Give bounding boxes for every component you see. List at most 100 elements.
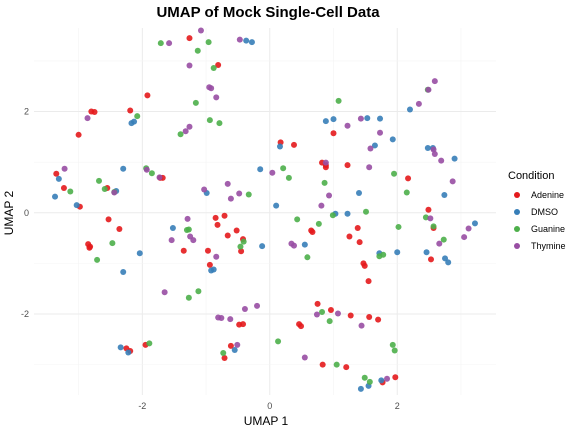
point-thymine bbox=[234, 341, 241, 348]
point-thymine bbox=[366, 164, 373, 171]
point-thymine bbox=[367, 145, 374, 152]
point-dmso bbox=[424, 144, 431, 151]
point-dmso bbox=[117, 344, 124, 351]
point-dmso bbox=[128, 120, 135, 127]
point-thymine bbox=[430, 146, 437, 153]
point-guanine bbox=[395, 223, 402, 230]
point-guanine bbox=[294, 216, 301, 223]
point-thymine bbox=[201, 186, 208, 193]
point-thymine bbox=[254, 302, 261, 309]
point-adenine bbox=[214, 221, 221, 228]
point-adenine bbox=[86, 244, 93, 251]
legend: Condition Adenine DMSO Guanine Thymine bbox=[508, 170, 566, 251]
legend-label-dmso: DMSO bbox=[531, 207, 558, 217]
point-adenine bbox=[346, 233, 353, 240]
point-adenine bbox=[425, 206, 432, 213]
point-adenine bbox=[227, 342, 234, 349]
point-guanine bbox=[285, 174, 292, 181]
point-adenine bbox=[375, 316, 382, 323]
point-dmso bbox=[273, 202, 280, 209]
x-tick-label: 2 bbox=[395, 401, 400, 411]
point-adenine bbox=[405, 175, 412, 182]
point-guanine bbox=[216, 120, 223, 127]
point-dmso bbox=[136, 250, 143, 257]
point-guanine bbox=[430, 223, 437, 230]
point-adenine bbox=[365, 278, 372, 285]
point-thymine bbox=[449, 178, 456, 185]
point-thymine bbox=[236, 36, 243, 43]
point-dmso bbox=[442, 255, 449, 262]
point-thymine bbox=[184, 215, 191, 222]
point-adenine bbox=[204, 247, 211, 254]
point-dmso bbox=[389, 136, 396, 143]
point-thymine bbox=[213, 94, 220, 101]
point-adenine bbox=[330, 130, 337, 137]
y-tick-label: -2 bbox=[21, 309, 29, 319]
point-adenine bbox=[344, 162, 351, 169]
point-dmso bbox=[394, 249, 401, 256]
point-adenine bbox=[298, 323, 305, 330]
point-dmso bbox=[364, 115, 371, 122]
point-thymine bbox=[190, 237, 197, 244]
point-guanine bbox=[389, 341, 396, 348]
point-guanine bbox=[157, 40, 164, 47]
point-thymine bbox=[186, 62, 193, 69]
point-dmso bbox=[73, 202, 80, 209]
point-guanine bbox=[333, 361, 340, 368]
point-thymine bbox=[186, 123, 193, 130]
point-thymine bbox=[377, 129, 384, 136]
point-thymine bbox=[182, 128, 189, 135]
x-tick-label: -2 bbox=[138, 401, 146, 411]
y-tick-label: 0 bbox=[24, 208, 29, 218]
point-guanine bbox=[237, 243, 244, 250]
point-dmso bbox=[276, 143, 283, 150]
point-guanine bbox=[380, 251, 387, 258]
point-adenine bbox=[75, 131, 82, 138]
x-axis-title: UMAP 1 bbox=[244, 414, 289, 428]
grid-lines bbox=[34, 28, 496, 395]
point-thymine bbox=[334, 310, 341, 317]
point-adenine bbox=[206, 261, 213, 268]
point-thymine bbox=[161, 289, 168, 296]
point-adenine bbox=[53, 170, 60, 177]
point-guanine bbox=[183, 226, 190, 233]
point-thymine bbox=[357, 115, 364, 122]
point-guanine bbox=[177, 131, 184, 138]
point-dmso bbox=[301, 241, 308, 248]
point-dmso bbox=[377, 115, 384, 122]
point-adenine bbox=[215, 61, 222, 68]
point-thymine bbox=[168, 237, 175, 244]
point-adenine bbox=[309, 229, 316, 236]
point-adenine bbox=[347, 312, 354, 319]
point-thymine bbox=[227, 195, 234, 202]
point-guanine bbox=[240, 238, 247, 245]
point-dmso bbox=[441, 192, 448, 199]
point-guanine bbox=[206, 117, 213, 124]
point-guanine bbox=[391, 170, 398, 177]
point-guanine bbox=[192, 99, 199, 106]
point-thymine bbox=[384, 375, 391, 382]
legend-label-guanine: Guanine bbox=[531, 224, 565, 234]
point-dmso bbox=[378, 377, 385, 384]
point-thymine bbox=[290, 242, 297, 249]
point-adenine bbox=[180, 247, 187, 254]
legend-key-dmso bbox=[514, 209, 520, 215]
point-adenine bbox=[343, 364, 350, 371]
y-tick-label: 2 bbox=[24, 107, 29, 117]
point-guanine bbox=[363, 208, 370, 215]
point-thymine bbox=[143, 166, 150, 173]
point-guanine bbox=[275, 338, 282, 345]
point-dmso bbox=[344, 210, 351, 217]
point-adenine bbox=[91, 109, 98, 116]
point-guanine bbox=[335, 97, 342, 104]
point-thymine bbox=[313, 311, 320, 318]
point-dmso bbox=[257, 166, 264, 173]
point-guanine bbox=[321, 179, 328, 186]
point-thymine bbox=[206, 84, 213, 91]
point-guanine bbox=[185, 294, 192, 301]
point-thymine bbox=[461, 234, 468, 241]
point-guanine bbox=[195, 288, 202, 295]
point-adenine bbox=[233, 227, 240, 234]
point-dmso bbox=[357, 385, 364, 392]
legend-label-thymine: Thymine bbox=[531, 241, 566, 251]
